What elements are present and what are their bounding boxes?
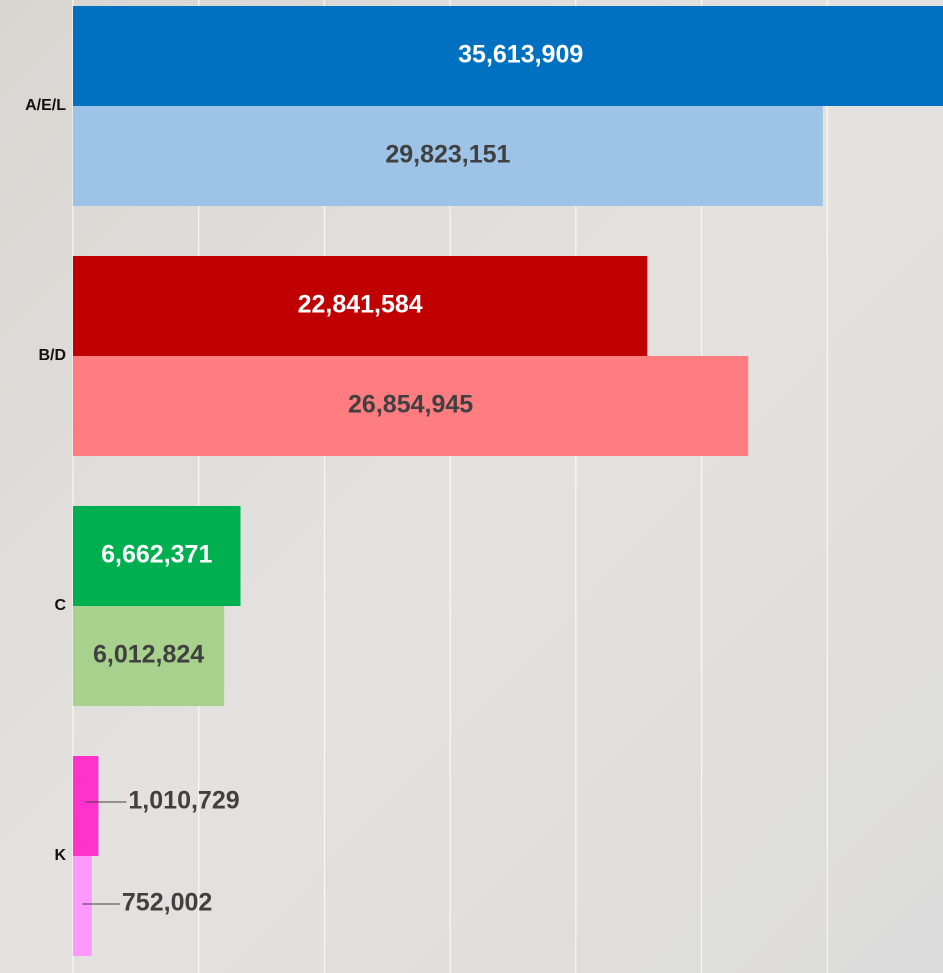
bar bbox=[73, 506, 241, 606]
bar bbox=[73, 606, 225, 706]
bars: A/E/L 35,613,909 29,823,151 B/D 22,841,584 26… bbox=[25, 6, 943, 956]
bar bbox=[73, 6, 943, 106]
value-label: 35,613,909 bbox=[458, 41, 583, 69]
value-label: 26,854,945 bbox=[348, 391, 473, 419]
value-label: 6,662,371 bbox=[101, 541, 212, 569]
category-label: K bbox=[54, 847, 66, 864]
category-label: C bbox=[54, 597, 66, 614]
value-label: 752,002 bbox=[122, 889, 212, 917]
value-label: 29,823,151 bbox=[385, 141, 510, 169]
bar bbox=[73, 856, 92, 956]
bar bbox=[73, 106, 823, 206]
category-label: A/E/L bbox=[25, 97, 66, 114]
value-label: 22,841,584 bbox=[298, 291, 423, 319]
value-label: 6,012,824 bbox=[93, 641, 204, 669]
value-label: 1,010,729 bbox=[128, 787, 239, 815]
category-label: B/D bbox=[38, 347, 66, 364]
bar bbox=[73, 356, 749, 456]
bar bbox=[73, 256, 648, 356]
bar bbox=[73, 756, 99, 856]
